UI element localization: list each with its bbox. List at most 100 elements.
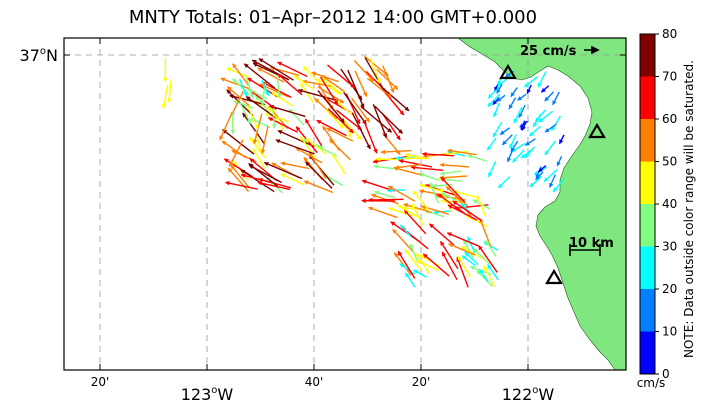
current-vector: [320, 76, 339, 106]
current-vector: [280, 173, 305, 186]
current-vector: [232, 100, 254, 109]
colorbar-tick-label: 30: [662, 240, 677, 254]
current-vector: [410, 165, 444, 171]
current-vector: [230, 164, 250, 189]
colorbar-segment: [640, 204, 655, 247]
land-coastline: [457, 37, 627, 371]
vector-scale-arrow: [584, 45, 600, 55]
colorbar-tick-label: 10: [662, 325, 677, 339]
longitude-label: 122oW: [502, 385, 555, 404]
longitude-label: 20': [412, 375, 431, 389]
current-vector: [219, 113, 233, 141]
graticule: [64, 38, 626, 370]
current-vector: [325, 108, 344, 129]
current-vector: [528, 125, 542, 137]
current-vector: [316, 119, 347, 137]
current-vector: [540, 85, 550, 93]
station-marker: [545, 268, 563, 285]
current-vector: [518, 104, 526, 119]
colorbar-segment: [640, 76, 655, 119]
current-vector: [243, 63, 276, 89]
current-vector: [161, 84, 169, 109]
current-vector: [437, 193, 467, 215]
longitude-label: 20': [91, 375, 110, 389]
current-vector: [517, 93, 527, 101]
current-vector: [260, 125, 269, 155]
current-vector: [537, 70, 547, 88]
current-vector: [496, 94, 506, 103]
current-vector: [354, 70, 368, 98]
current-vector: [523, 75, 539, 88]
current-vector: [537, 165, 547, 173]
current-vector: [501, 134, 513, 146]
current-vector: [441, 251, 458, 280]
latitude-labels: 37oN50'40'30'20': [20, 46, 58, 65]
current-vector: [232, 78, 250, 95]
current-vector: [227, 86, 250, 107]
current-vector: [538, 110, 554, 123]
distance-scale-bar: [569, 244, 601, 256]
current-vector: [228, 139, 244, 167]
current-vector: [473, 248, 491, 265]
current-vector: [422, 253, 450, 277]
current-vector: [163, 57, 168, 83]
colorbar-segment: [640, 246, 655, 289]
current-vector: [543, 169, 558, 182]
current-vector: [230, 113, 236, 135]
map-title: MNTY Totals: 01–Apr–2012 14:00 GMT+0.000: [129, 7, 537, 28]
current-vector: [311, 71, 339, 83]
current-vector: [327, 64, 356, 89]
current-vector: [393, 252, 412, 276]
current-vector: [404, 272, 416, 288]
current-vector: [271, 108, 277, 129]
current-vector: [245, 95, 278, 120]
current-vector: [242, 112, 266, 145]
current-vector: [452, 200, 482, 222]
current-vector: [552, 177, 565, 193]
current-vector: [439, 162, 470, 168]
current-vector: [361, 179, 395, 192]
colorbar-tick-label: 40: [662, 197, 677, 211]
current-vector: [446, 232, 479, 247]
current-vector: [440, 192, 459, 203]
current-vector: [397, 204, 419, 218]
current-vector: [257, 67, 285, 83]
current-vector: [535, 171, 544, 181]
current-vector: [439, 170, 462, 176]
current-vector: [399, 263, 416, 275]
current-vector: [277, 129, 315, 148]
current-vector: [432, 183, 453, 188]
current-vector: [499, 127, 511, 136]
current-vector: [293, 75, 315, 90]
current-vector: [549, 174, 556, 188]
current-vector: [413, 269, 428, 278]
current-vector: [544, 91, 555, 102]
colorbar-tick-label: 50: [662, 155, 677, 169]
current-vector: [457, 255, 472, 278]
current-vector: [476, 194, 487, 218]
current-vector: [394, 163, 423, 170]
current-vector: [321, 76, 342, 95]
current-vector: [353, 60, 375, 82]
current-vector: [240, 169, 275, 193]
colorbar-tick-label: 60: [662, 112, 677, 126]
current-vector: [467, 236, 476, 253]
current-vector: [275, 139, 315, 155]
current-vector: [467, 154, 488, 163]
current-vector: [248, 136, 266, 159]
current-vector: [485, 239, 497, 257]
current-vector: [429, 181, 439, 204]
current-vector: [258, 58, 294, 81]
current-vector: [483, 265, 496, 288]
current-vector: [366, 77, 392, 98]
current-vectors: [161, 55, 565, 288]
current-vector: [412, 190, 429, 210]
current-vector: [277, 73, 303, 96]
current-vector: [411, 203, 424, 226]
current-vector: [303, 180, 334, 194]
current-vector: [464, 251, 479, 266]
current-vector: [404, 153, 430, 160]
current-vector: [220, 77, 250, 90]
current-vector: [374, 105, 403, 134]
